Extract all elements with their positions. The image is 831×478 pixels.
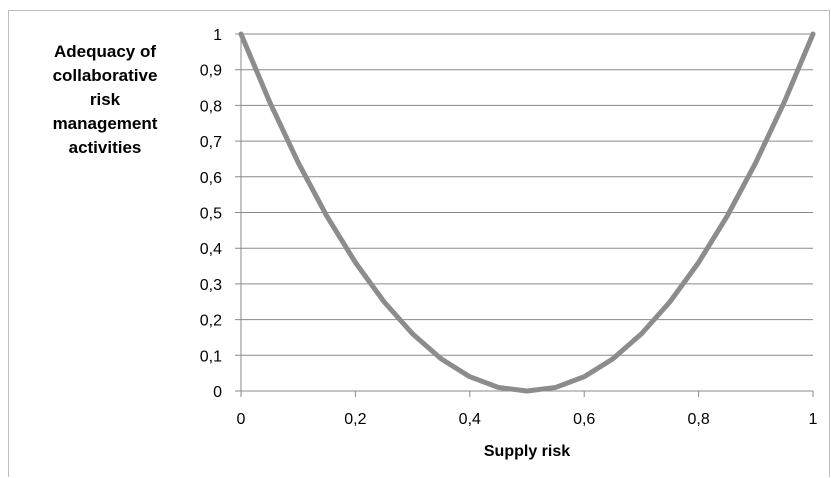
y-axis-title-line: risk (89, 90, 121, 109)
y-tick-label: 0,1 (200, 348, 222, 365)
y-tick-label: 0 (213, 384, 222, 401)
x-tick-label: 0,4 (459, 411, 481, 428)
x-axis-title: Supply risk (484, 443, 570, 460)
y-tick-label: 0,8 (200, 98, 222, 115)
y-axis-title-line: management (52, 114, 158, 133)
x-tick-label: 0 (237, 411, 246, 428)
y-axis-title-line: Adequacy of (53, 42, 157, 61)
tick-labels: 0 0,1 0,2 0,3 0,4 0,5 0,6 0,7 0,8 0,9 1 0 0,2 0,4 0,6 0… (200, 27, 818, 428)
y-tick-label: 1 (213, 27, 222, 44)
x-tick-label: 0,2 (344, 411, 366, 428)
x-tick-label: 0,8 (687, 411, 709, 428)
y-axis-title-line: activities (68, 138, 142, 157)
series-line (238, 31, 816, 394)
gridlines (235, 33, 814, 397)
y-axis-title-line: collaborative (52, 66, 158, 85)
y-tick-label: 0,4 (200, 241, 222, 258)
y-tick-label: 0,2 (200, 313, 222, 330)
y-tick-label: 0,7 (200, 134, 222, 151)
chart-frame (8, 10, 830, 477)
series-layer (238, 31, 816, 394)
y-tick-label: 0,5 (200, 206, 222, 223)
y-tick-label: 0,3 (200, 277, 222, 294)
y-tick-label: 0,6 (200, 170, 222, 187)
x-tick-label: 0,6 (573, 411, 595, 428)
x-tick-label: 1 (809, 411, 818, 428)
y-tick-label: 0,9 (200, 63, 222, 80)
y-axis-title: Adequacy of collaborative risk managemen… (20, 40, 190, 160)
